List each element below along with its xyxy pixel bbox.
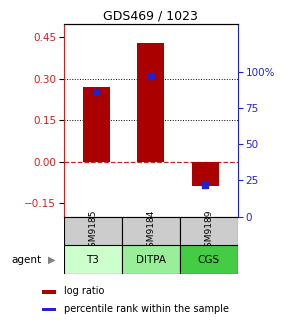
- FancyBboxPatch shape: [122, 217, 180, 245]
- Text: CGS: CGS: [198, 255, 220, 264]
- Bar: [137, 43, 164, 162]
- FancyBboxPatch shape: [64, 217, 122, 245]
- Bar: [42, 307, 56, 311]
- Text: percentile rank within the sample: percentile rank within the sample: [64, 304, 229, 313]
- Text: DITPA: DITPA: [136, 255, 166, 264]
- Text: GSM9185: GSM9185: [88, 209, 97, 253]
- FancyBboxPatch shape: [64, 245, 122, 274]
- Text: T3: T3: [86, 255, 99, 264]
- Bar: [42, 290, 56, 294]
- FancyBboxPatch shape: [180, 217, 238, 245]
- Text: ▶: ▶: [48, 255, 55, 264]
- Bar: [192, 162, 219, 186]
- Title: GDS469 / 1023: GDS469 / 1023: [103, 9, 198, 23]
- Text: log ratio: log ratio: [64, 286, 104, 296]
- Bar: [83, 87, 110, 162]
- FancyBboxPatch shape: [122, 245, 180, 274]
- Text: agent: agent: [12, 255, 42, 264]
- Text: GSM9184: GSM9184: [146, 209, 155, 253]
- Text: GSM9189: GSM9189: [204, 209, 213, 253]
- FancyBboxPatch shape: [180, 245, 238, 274]
